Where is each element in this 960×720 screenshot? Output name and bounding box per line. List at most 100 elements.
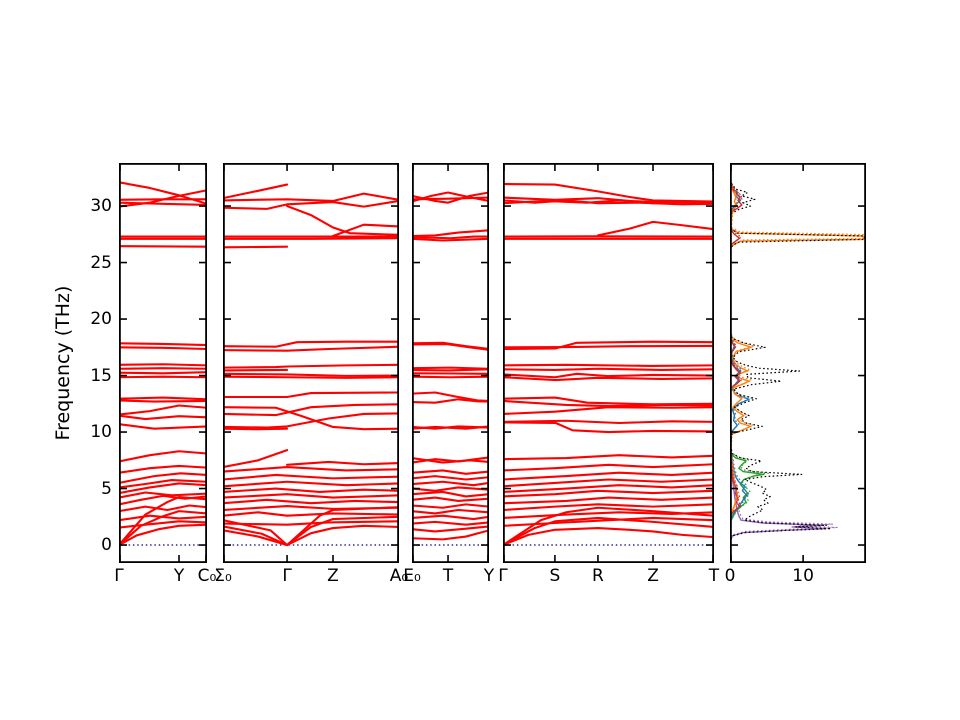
y-tick-label-30: 30 xyxy=(90,196,112,217)
phonon-band xyxy=(503,527,714,547)
phonon-band xyxy=(412,503,489,509)
phonon-band xyxy=(119,491,207,499)
phonon-band xyxy=(503,419,714,425)
phonon-band xyxy=(119,504,207,513)
phonon-band xyxy=(223,511,399,517)
phonon-band xyxy=(503,421,714,434)
segment-gamma-y-c0 xyxy=(119,163,207,563)
phonon-band xyxy=(223,183,289,200)
phonon-band xyxy=(223,363,399,369)
axes-frame xyxy=(412,163,489,563)
phonon-band xyxy=(223,498,399,505)
phonon-band xyxy=(412,529,489,541)
phonon-band xyxy=(412,398,489,404)
phonon-band xyxy=(503,199,714,206)
y-tick-label-20: 20 xyxy=(90,309,112,330)
phonon-band xyxy=(412,480,489,487)
phonon-band xyxy=(119,414,207,421)
phonon-band xyxy=(503,503,714,512)
phonon-band xyxy=(412,425,489,430)
x-tick-label-Γ: Γ xyxy=(282,566,292,586)
phonon-band xyxy=(412,366,489,370)
phonon-band xyxy=(223,375,399,379)
y-tick-label-25: 25 xyxy=(90,252,112,273)
phonon-band xyxy=(503,516,714,547)
dos-x-tick-label-0: 0 xyxy=(724,566,736,586)
x-tick-label-Y: Y xyxy=(173,566,185,586)
phonon-band xyxy=(223,345,399,352)
phonon-band xyxy=(596,220,714,237)
phonon-band xyxy=(503,182,714,203)
pdos-blue xyxy=(730,183,750,521)
phonon-band xyxy=(412,525,489,533)
phonon-band xyxy=(503,463,714,472)
phonon-band xyxy=(503,344,714,349)
phonon-band xyxy=(503,363,714,367)
x-tick-label-Z: Z xyxy=(327,566,339,586)
phonon-band xyxy=(503,372,714,379)
phonon-band xyxy=(119,399,207,403)
phonon-band xyxy=(223,340,399,348)
phonon-band xyxy=(503,489,714,498)
phonon-band xyxy=(412,456,489,464)
phonon-band xyxy=(412,490,489,498)
phonon-band xyxy=(119,396,207,401)
phonon-band xyxy=(503,511,714,519)
phonon-band xyxy=(223,487,399,493)
phonon-band xyxy=(223,493,399,499)
phonon-band xyxy=(119,523,207,547)
phonon-band xyxy=(412,237,489,242)
dos-panel xyxy=(730,163,866,563)
phonon-band xyxy=(119,363,207,367)
phonon-band xyxy=(412,514,489,521)
x-tick-label-T: T xyxy=(708,566,720,586)
phonon-band xyxy=(223,473,399,481)
phonon-band xyxy=(119,520,207,529)
x-tick-label-Y: Y xyxy=(483,566,495,586)
phonon-band xyxy=(503,340,714,351)
phonon-band xyxy=(119,450,207,463)
phonon-band xyxy=(223,412,399,429)
phonon-band xyxy=(412,343,489,351)
phonon-band xyxy=(503,471,714,481)
phonon-band xyxy=(503,399,714,408)
y-tick-label-10: 10 xyxy=(90,422,112,443)
phonon-band xyxy=(223,192,399,203)
phonon-band xyxy=(503,199,714,205)
phonon-band xyxy=(223,480,399,488)
y-tick-label-0: 0 xyxy=(101,535,112,556)
phonon-band xyxy=(412,475,489,481)
phonon-band xyxy=(412,486,489,492)
phonon-band xyxy=(223,524,399,547)
x-tick-label-S: S xyxy=(549,566,561,586)
pdos-green xyxy=(730,448,765,523)
phonon-band xyxy=(503,484,714,493)
x-tick-label-Σ₀: Σ₀ xyxy=(214,566,232,586)
phonon-band xyxy=(223,466,399,473)
phonon-band xyxy=(223,199,399,210)
total-dos xyxy=(730,179,866,543)
phonon-band xyxy=(223,403,399,417)
segment-gamma-s-r-z-t xyxy=(503,163,714,563)
phonon-band xyxy=(412,375,489,379)
x-tick-label-T: T xyxy=(442,566,454,586)
phonon-band xyxy=(286,205,399,236)
axes-frame xyxy=(503,163,714,563)
phonon-band xyxy=(503,367,714,371)
phonon-band xyxy=(119,371,207,375)
phonon-band xyxy=(223,515,399,547)
y-tick-label-5: 5 xyxy=(101,478,112,499)
pdos-orange-dotted xyxy=(730,182,866,516)
phonon-band xyxy=(223,391,399,399)
phonon-band xyxy=(412,368,489,372)
phonon-band xyxy=(119,342,207,347)
phonon-band xyxy=(503,496,714,505)
phonon-band xyxy=(503,516,714,527)
phonon-band xyxy=(223,406,399,431)
phonon-band xyxy=(412,508,489,515)
phonon-band xyxy=(223,520,399,526)
phonon-band xyxy=(223,372,399,377)
phonon-band xyxy=(412,229,489,238)
phonon-band xyxy=(119,375,207,379)
phonon-band xyxy=(503,376,714,382)
